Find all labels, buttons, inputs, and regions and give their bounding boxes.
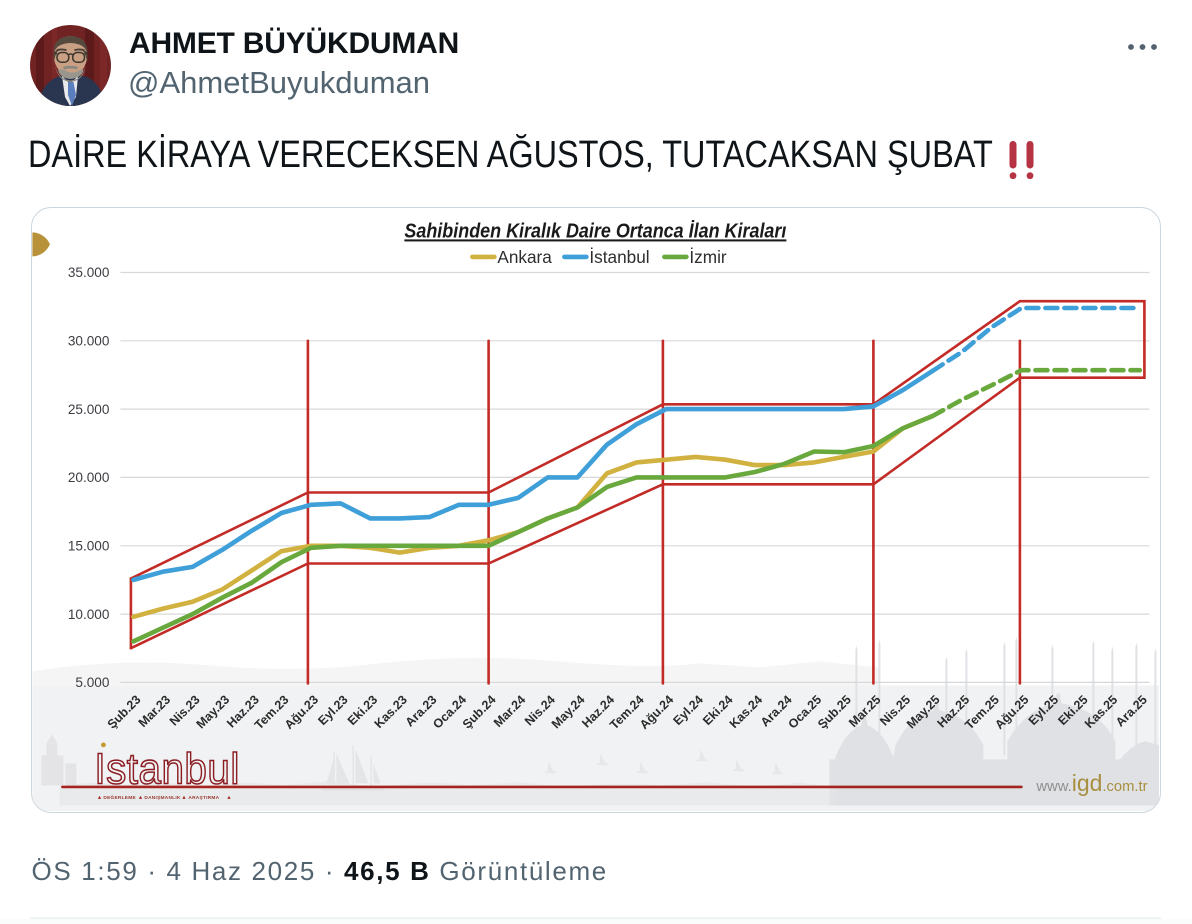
- svg-text:35.000: 35.000: [68, 265, 110, 280]
- svg-text:5.000: 5.000: [75, 675, 109, 690]
- svg-text:Istanbul: Istanbul: [94, 744, 239, 793]
- svg-text:DEĞERLEME: DEĞERLEME: [103, 793, 136, 801]
- svg-text:15.000: 15.000: [68, 538, 110, 553]
- svg-text:20.000: 20.000: [68, 470, 110, 485]
- svg-text:DANIŞMANLIK: DANIŞMANLIK: [144, 795, 181, 801]
- svg-text:25.000: 25.000: [68, 402, 110, 417]
- svg-text:10.000: 10.000: [68, 607, 110, 622]
- svg-text:İstanbul: İstanbul: [589, 247, 649, 267]
- svg-text:Ankara: Ankara: [497, 247, 552, 267]
- svg-text:30.000: 30.000: [68, 333, 110, 348]
- svg-text:ARAŞTIRMA: ARAŞTIRMA: [188, 795, 219, 801]
- svg-text:İzmir: İzmir: [689, 247, 727, 267]
- svg-text:Sahibinden Kiralık Daire Ortan: Sahibinden Kiralık Daire Ortanca İlan Ki…: [404, 219, 786, 242]
